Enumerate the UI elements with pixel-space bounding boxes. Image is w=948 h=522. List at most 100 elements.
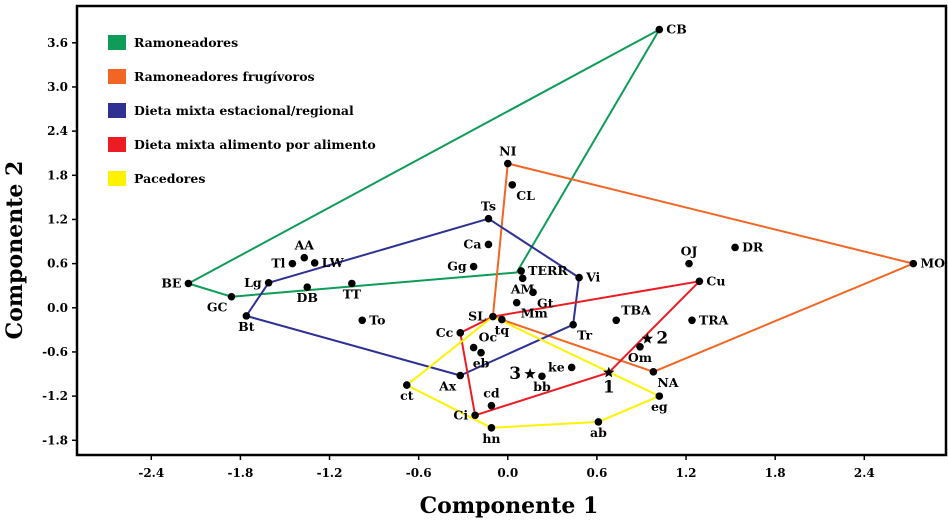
data-point [288, 259, 297, 268]
data-point [688, 316, 696, 325]
legend-label: Ramoneadores [134, 35, 238, 50]
data-point [469, 343, 478, 352]
point-label: DR [742, 239, 764, 254]
point-label: Ci [453, 407, 468, 422]
y-tick-label: 3.6 [47, 36, 68, 50]
point-label: CB [666, 22, 687, 37]
data-point [575, 273, 583, 282]
point-label: eg [651, 399, 668, 414]
point-label: Lg [244, 275, 262, 290]
point-label: Mm [521, 306, 548, 321]
point-label: Gt [537, 295, 554, 310]
x-tick-label: -0.6 [406, 466, 432, 480]
x-tick-label: 1.2 [676, 466, 697, 480]
point-label: Bt [238, 319, 255, 334]
point-label: LW [322, 255, 345, 270]
data-point [512, 298, 521, 307]
data-point [477, 348, 485, 357]
x-tick-label: -2.4 [138, 466, 164, 480]
x-tick-label: -1.2 [317, 466, 343, 480]
data-point [612, 316, 621, 325]
x-tick-label: 0.0 [497, 466, 518, 480]
point-label: NI [499, 144, 516, 159]
star-marker [641, 332, 654, 344]
data-point [348, 279, 356, 288]
point-label: TERR [528, 263, 568, 278]
star-label: 3 [509, 364, 521, 384]
y-tick-label: 0.6 [47, 257, 68, 271]
point-label: GC [207, 300, 228, 315]
x-tick-label: 2.4 [854, 466, 875, 480]
point-label: CL [516, 188, 535, 203]
y-tick-label: 0.0 [47, 301, 68, 315]
data-point [529, 288, 537, 297]
data-point [264, 278, 273, 287]
data-point [456, 371, 465, 380]
data-point [242, 312, 251, 320]
point-label: ct [400, 388, 414, 403]
legend-label: Ramoneadores frugívoros [134, 69, 315, 84]
point-label: cd [483, 386, 500, 401]
point-label: tq [495, 323, 510, 338]
point-label: DB [297, 290, 318, 305]
data-point [358, 316, 367, 325]
point-label: NA [657, 375, 678, 390]
star-label: 1 [603, 378, 615, 398]
x-tick-label: -1.8 [227, 466, 253, 480]
legend-swatch [108, 35, 126, 50]
point-label: ke [548, 359, 565, 374]
data-point [402, 381, 411, 389]
data-point [508, 181, 517, 189]
point-label: Cu [706, 273, 725, 288]
data-point [567, 363, 576, 372]
y-tick-label: 1.8 [47, 168, 68, 182]
data-point [487, 401, 496, 410]
y-tick-label: 3.0 [47, 80, 68, 94]
data-point [498, 315, 506, 324]
legend-swatch [108, 69, 126, 84]
plot-frame [75, 4, 948, 457]
legend-label: Dieta mixta alimento por alimento [134, 137, 376, 152]
y-tick-label: 2.4 [47, 124, 68, 138]
point-label: To [369, 312, 385, 327]
point-label: Gg [447, 259, 467, 274]
data-point [685, 259, 693, 268]
point-label: Cc [436, 325, 454, 340]
star-marker [524, 368, 536, 379]
point-label: eb [473, 356, 490, 371]
data-point [538, 372, 546, 381]
y-tick-label: -1.2 [42, 389, 68, 403]
point-label: BE [161, 275, 181, 290]
point-label: Tl [271, 256, 285, 271]
data-point [655, 392, 664, 400]
data-point [731, 243, 739, 252]
data-point [649, 368, 658, 376]
point-label: hn [482, 431, 500, 446]
legend-label: Pacedores [134, 171, 205, 186]
data-point [489, 312, 497, 321]
point-label: Ca [463, 236, 481, 251]
data-point [484, 240, 493, 249]
data-point [487, 423, 496, 432]
data-point [503, 159, 512, 168]
data-point [636, 342, 644, 351]
data-point [518, 274, 527, 283]
point-label: Om [628, 350, 652, 365]
point-label: MO [920, 256, 945, 271]
data-point [456, 329, 465, 337]
data-point [300, 253, 309, 262]
x-tick-label: 1.8 [765, 466, 786, 480]
point-label: ab [590, 425, 607, 440]
data-point [695, 277, 704, 286]
data-point [310, 259, 319, 267]
star-marker [603, 366, 615, 378]
hull-pacedores [405, 315, 661, 429]
legend: Ramoneadores Ramoneadores frugívoros Dieta… [108, 35, 376, 186]
legend-swatch [108, 103, 126, 118]
point-label: OJ [681, 244, 698, 259]
data-point [469, 262, 478, 271]
y-tick-label: -1.8 [42, 433, 68, 447]
point-label: Oc [479, 330, 498, 345]
x-tick-label: 0.6 [586, 466, 607, 480]
